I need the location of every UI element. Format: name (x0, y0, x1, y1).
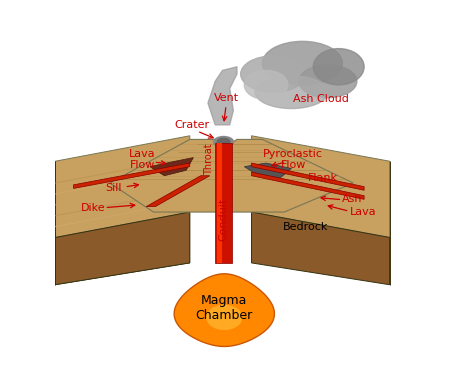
Text: Ash Cloud: Ash Cloud (292, 94, 348, 104)
Text: Conduit: Conduit (218, 198, 228, 241)
Polygon shape (55, 136, 190, 238)
Polygon shape (252, 172, 364, 199)
Ellipse shape (263, 41, 342, 85)
Polygon shape (217, 143, 222, 263)
Text: Ash: Ash (342, 194, 363, 204)
Ellipse shape (217, 138, 230, 146)
Text: Dike: Dike (81, 203, 106, 213)
Ellipse shape (206, 305, 242, 330)
Text: Throat: Throat (204, 143, 214, 175)
Polygon shape (252, 212, 390, 285)
Text: Lava: Lava (350, 207, 376, 217)
Polygon shape (55, 212, 190, 285)
Text: Bedrock: Bedrock (283, 221, 328, 232)
Polygon shape (110, 139, 353, 212)
Ellipse shape (214, 137, 234, 147)
Ellipse shape (244, 70, 288, 100)
Polygon shape (174, 274, 274, 347)
Text: Vent: Vent (214, 93, 239, 103)
Polygon shape (252, 163, 364, 190)
Polygon shape (73, 163, 190, 188)
Polygon shape (146, 176, 210, 207)
Polygon shape (55, 139, 190, 238)
Polygon shape (252, 136, 390, 238)
Text: Sill: Sill (105, 183, 122, 193)
Text: Magma
Chamber: Magma Chamber (196, 294, 253, 322)
Polygon shape (150, 158, 193, 176)
Ellipse shape (299, 65, 357, 98)
Text: Lava
Flow: Lava Flow (129, 149, 156, 170)
Ellipse shape (255, 76, 328, 109)
Polygon shape (244, 163, 292, 178)
Text: Flank: Flank (308, 172, 338, 183)
Text: Crater: Crater (174, 120, 209, 130)
Polygon shape (55, 212, 190, 285)
Polygon shape (215, 143, 232, 263)
Ellipse shape (313, 49, 364, 85)
Polygon shape (208, 67, 237, 125)
Text: Pyroclastic
Flow: Pyroclastic Flow (263, 149, 323, 170)
Ellipse shape (241, 56, 306, 92)
